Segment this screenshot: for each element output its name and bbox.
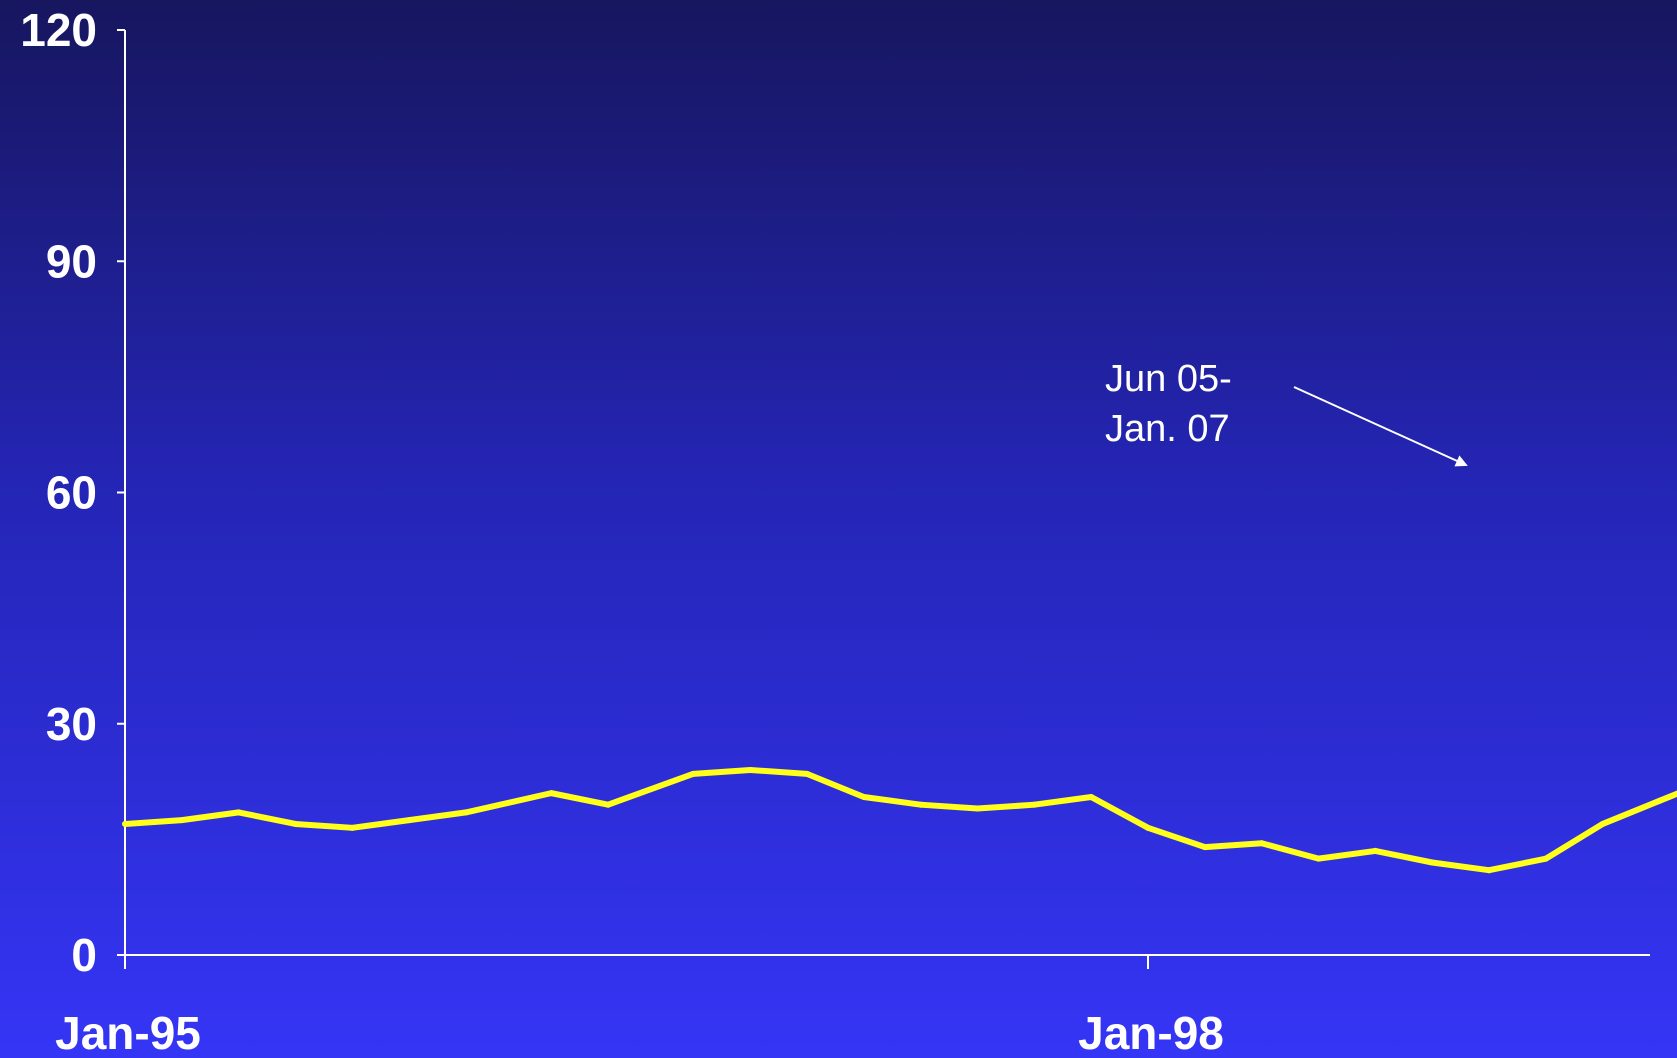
- annotation-layer: Jun 05- Jan. 07: [1105, 358, 1468, 467]
- series-segment: [747, 767, 810, 777]
- y-tick-label: 0: [71, 929, 97, 981]
- series-segment: [1031, 793, 1095, 808]
- series-segment: [548, 790, 612, 808]
- series-segment: [1599, 797, 1663, 827]
- annotation-line-2: Jan. 07: [1105, 408, 1230, 450]
- series-segment: [463, 790, 555, 816]
- y-tick-label: 90: [46, 235, 97, 287]
- annotation-arrow: [1293, 386, 1468, 467]
- series-layer: [122, 767, 1677, 874]
- series-segment: [917, 801, 981, 812]
- series-segment: [605, 770, 697, 808]
- x-tick-label: Jan-98: [1078, 1007, 1224, 1058]
- series-segment: [1372, 847, 1436, 866]
- series-segment: [690, 767, 754, 777]
- series-segment: [122, 817, 185, 827]
- series-segment: [1258, 840, 1322, 862]
- series-segment: [1656, 790, 1677, 804]
- y-tick-label: 120: [20, 4, 97, 56]
- x-tick-label: Jan-95: [55, 1007, 201, 1058]
- series-segment: [1145, 824, 1208, 851]
- series-segment: [1542, 820, 1606, 862]
- series-segment: [1429, 859, 1492, 874]
- series-segment: [178, 809, 242, 824]
- series-segment: [1315, 847, 1379, 862]
- series-segment: [406, 809, 469, 824]
- annotation-line-1: Jun 05-: [1105, 358, 1232, 400]
- series-segment: [1486, 855, 1549, 874]
- series-segment: [1201, 840, 1265, 851]
- series-segment: [1088, 793, 1151, 831]
- series-segment: [860, 793, 924, 808]
- series-segment: [974, 801, 1038, 812]
- series-segment: [804, 770, 867, 800]
- y-tick-label: 60: [46, 467, 97, 519]
- series-segment: [349, 817, 413, 831]
- series-segment: [235, 809, 299, 827]
- y-tick-label: 30: [46, 698, 97, 750]
- series-segment: [292, 820, 356, 831]
